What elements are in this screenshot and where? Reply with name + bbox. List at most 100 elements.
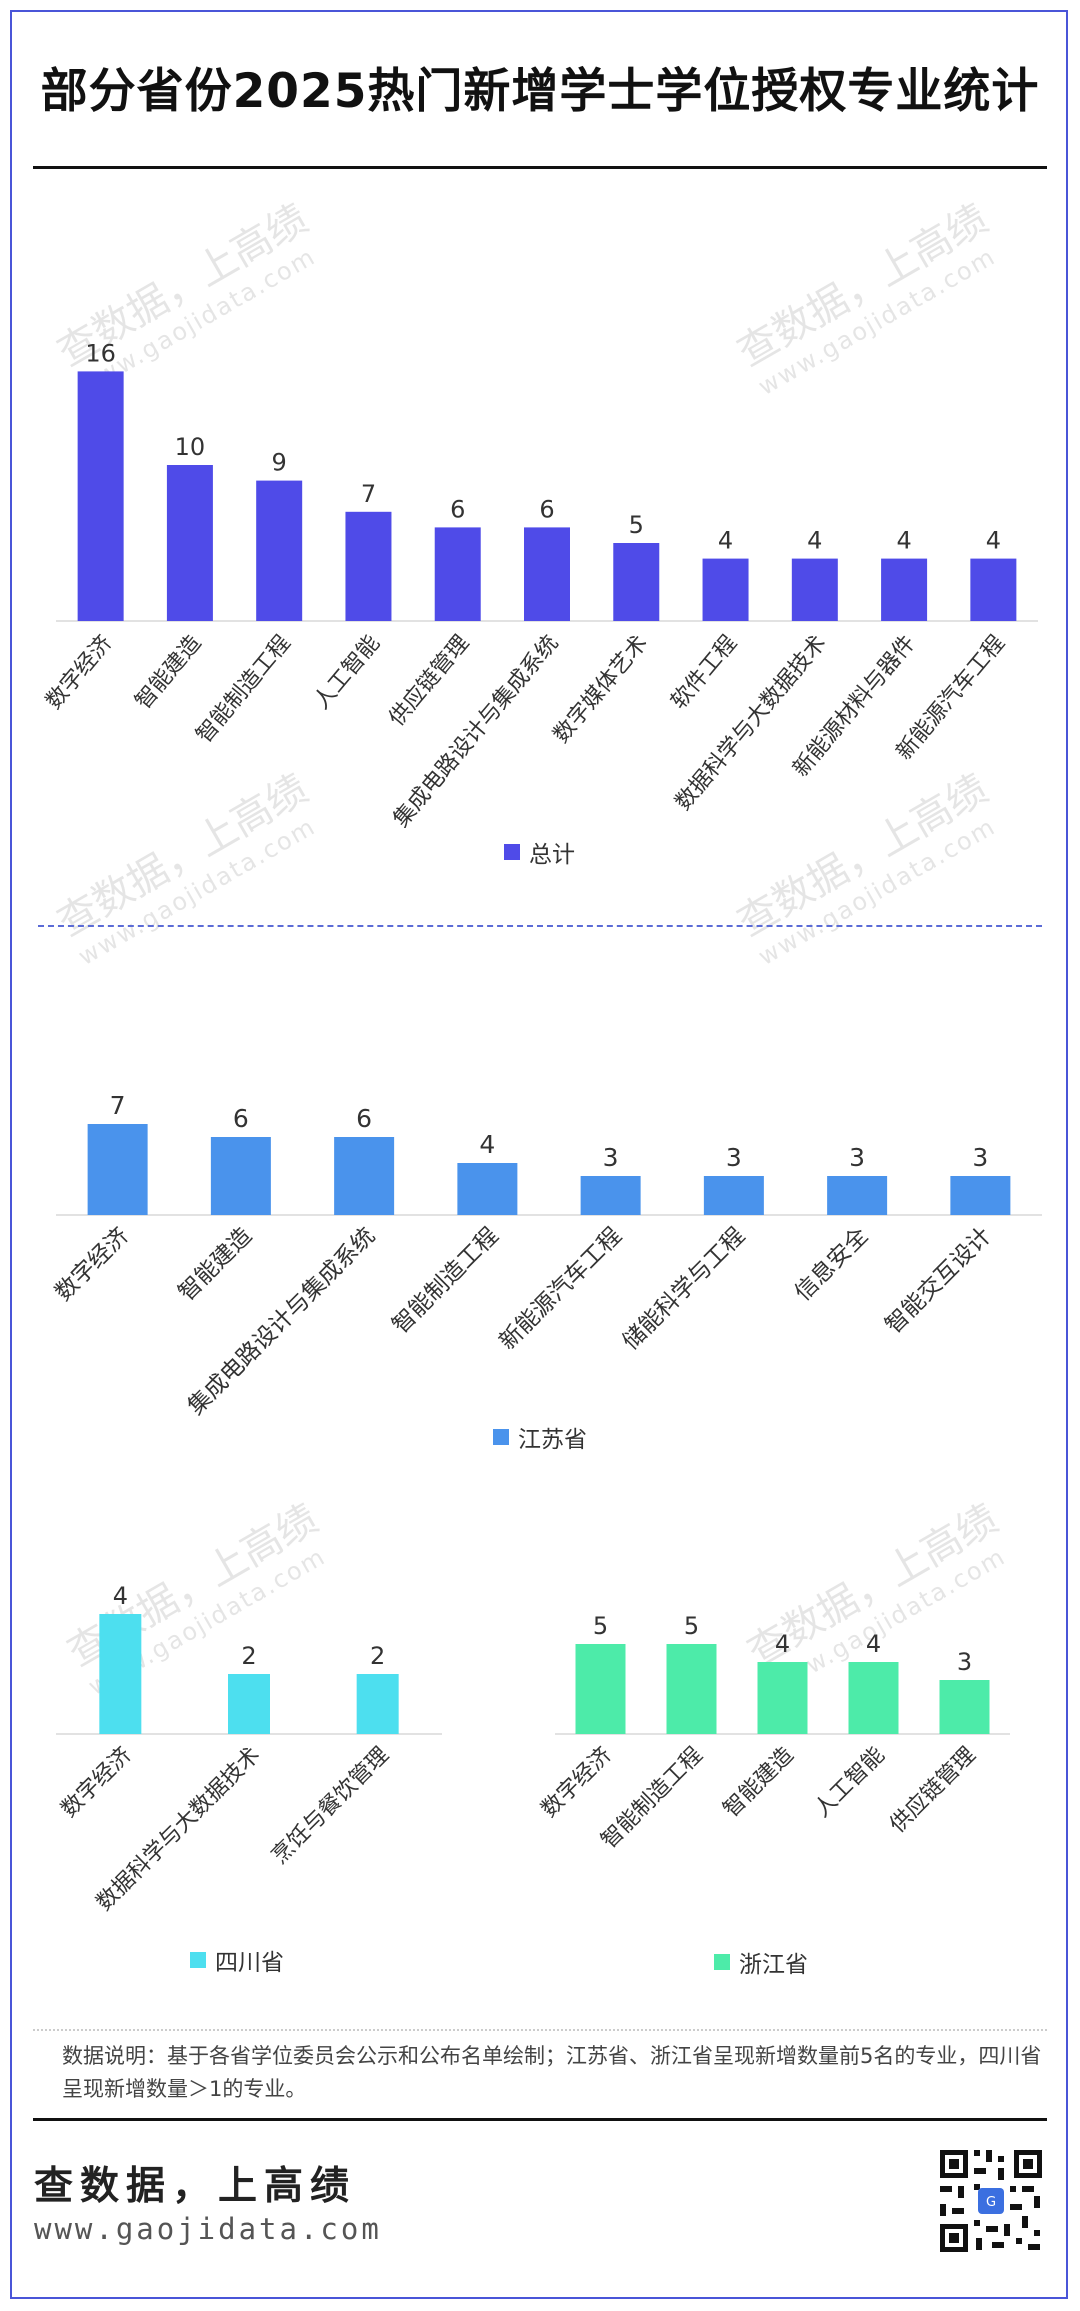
category-label: 供应链管理: [384, 631, 474, 731]
category-label: 人工智能: [810, 1743, 890, 1823]
category-label: 集成电路设计与集成系统: [389, 631, 564, 832]
bar: [334, 1137, 395, 1215]
legend-label: 四川省: [215, 1950, 284, 1976]
bar: [575, 1644, 626, 1734]
data-label: 4: [113, 1582, 128, 1610]
bar: [827, 1176, 888, 1215]
legend-zhejiang: 浙江省: [714, 1945, 808, 1979]
category-label: 烹饪与餐饮管理: [267, 1743, 394, 1870]
data-label: 6: [356, 1104, 372, 1133]
page-frame: [10, 10, 1068, 2299]
bar: [256, 480, 303, 621]
data-label: 4: [986, 527, 1001, 555]
legend-label: 浙江省: [739, 1952, 808, 1978]
data-label: 6: [233, 1104, 249, 1133]
title-rule: [33, 166, 1047, 169]
bar: [345, 511, 392, 621]
site-url: www.gaojidata.com: [34, 2212, 382, 2246]
data-label: 16: [85, 339, 116, 367]
bar: [939, 1680, 990, 1734]
legend-sichuan: 四川省: [190, 1943, 284, 1977]
data-label: 5: [684, 1612, 699, 1640]
data-label: 6: [539, 495, 554, 523]
bar: [228, 1674, 270, 1734]
page-title: 部分省份2025热门新增学士学位授权专业统计: [40, 64, 1040, 119]
category-label: 数字经济: [42, 631, 118, 714]
section-divider: [38, 925, 1042, 927]
category-label: 智能制造工程: [192, 631, 296, 748]
bar: [950, 1176, 1011, 1215]
footer-rule: [33, 2118, 1047, 2121]
category-label: 人工智能: [309, 631, 385, 714]
category-label: 智能交互设计: [881, 1223, 997, 1339]
category-label: 智能建造: [174, 1223, 257, 1306]
qr-code-icon: G: [936, 2146, 1046, 2256]
bar: [970, 558, 1017, 621]
data-label: 4: [775, 1630, 790, 1658]
data-label: 5: [593, 1612, 608, 1640]
category-label: 信息安全: [790, 1223, 873, 1306]
data-note: 数据说明：基于各省学位委员会公示和公布名单绘制；江苏省、浙江省呈现新增数量前5名…: [62, 2044, 1042, 2101]
data-label: 3: [957, 1648, 972, 1676]
legend-swatch: [714, 1954, 730, 1970]
category-label: 智能建造: [719, 1743, 799, 1823]
category-label: 供应链管理: [885, 1743, 980, 1838]
data-label: 9: [272, 449, 287, 477]
data-label: 3: [726, 1143, 742, 1172]
bar: [881, 558, 928, 621]
category-label: 智能制造工程: [388, 1223, 504, 1339]
legend-label: 江苏省: [518, 1427, 587, 1453]
data-label: 4: [718, 527, 733, 555]
bar: [77, 371, 124, 621]
data-label: 5: [629, 511, 644, 539]
category-label: 软件工程: [666, 631, 742, 714]
note-rule: [33, 2029, 1047, 2031]
bar: [457, 1163, 518, 1215]
data-label: 4: [896, 527, 911, 555]
category-label: 新能源汽车工程: [495, 1223, 627, 1355]
bar: [356, 1674, 399, 1734]
data-label: 4: [479, 1130, 495, 1159]
data-label: 6: [450, 495, 465, 523]
legend-label: 总计: [529, 842, 575, 868]
data-label: 3: [972, 1143, 988, 1172]
bar: [87, 1124, 148, 1215]
bar: [613, 543, 660, 621]
bar: [99, 1614, 142, 1734]
bar: [580, 1176, 641, 1215]
bar: [702, 558, 749, 621]
legend-swatch: [190, 1952, 206, 1968]
bar: [791, 558, 838, 621]
category-label: 数字经济: [50, 1223, 133, 1306]
bar: [703, 1176, 764, 1215]
legend-swatch: [504, 844, 520, 860]
bar: [848, 1662, 899, 1734]
category-label: 数字经济: [537, 1743, 617, 1823]
data-label: 4: [866, 1630, 881, 1658]
data-label: 4: [807, 527, 822, 555]
category-label: 储能科学与工程: [618, 1223, 750, 1355]
legend-swatch: [493, 1429, 509, 1445]
category-label: 智能建造: [131, 631, 207, 714]
bar: [757, 1662, 808, 1734]
svg-text:G: G: [986, 2195, 996, 2210]
data-label: 3: [849, 1143, 865, 1172]
legend-total: 总计: [504, 835, 575, 869]
brand-slogan: 查数据，上高绩: [34, 2164, 357, 2209]
bar: [524, 527, 570, 621]
category-label: 数字媒体艺术: [549, 631, 653, 748]
data-label: 10: [175, 433, 206, 461]
bar: [166, 465, 213, 621]
data-label: 7: [110, 1091, 126, 1120]
data-label: 3: [603, 1143, 619, 1172]
bar: [210, 1137, 271, 1215]
bar: [666, 1644, 717, 1734]
data-label: 7: [361, 480, 376, 508]
category-label: 数字经济: [57, 1743, 137, 1823]
data-label: 2: [370, 1642, 385, 1670]
data-label: 2: [241, 1642, 256, 1670]
bar: [434, 527, 481, 621]
category-label: 数据科学与大数据技术: [671, 631, 832, 816]
legend-jiangsu: 江苏省: [493, 1420, 587, 1454]
